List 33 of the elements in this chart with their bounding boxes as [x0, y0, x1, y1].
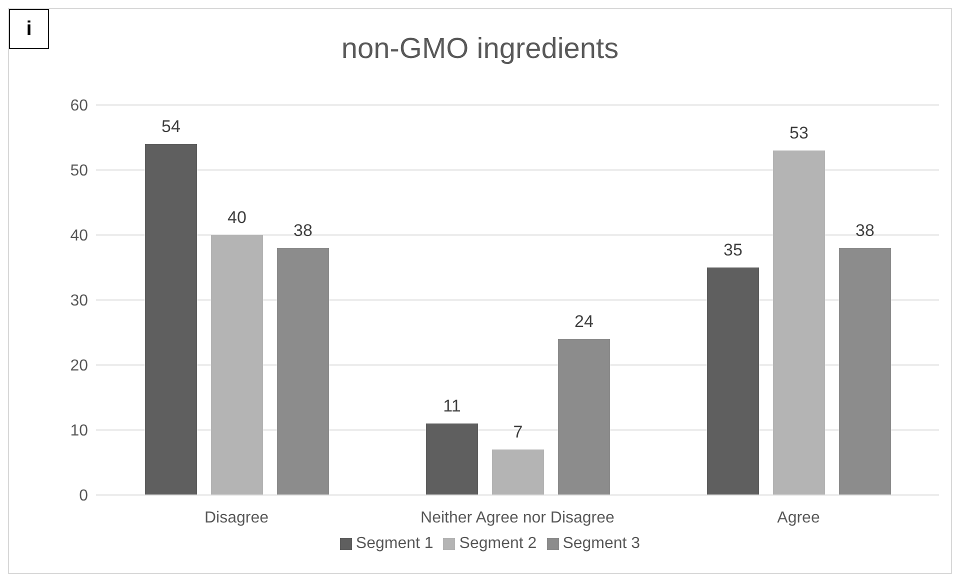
data-label: 38 [294, 221, 312, 240]
data-label: 38 [856, 221, 874, 240]
legend-label: Segment 3 [562, 535, 640, 552]
text: i [9, 9, 49, 49]
bar [211, 235, 263, 495]
bar [558, 339, 610, 495]
y-tick-label: 0 [79, 488, 88, 505]
bar [839, 248, 891, 495]
x-tick-label: Disagree [204, 509, 269, 526]
y-tick-label: 50 [70, 162, 88, 180]
legend-label: Segment 2 [459, 535, 537, 552]
bar [277, 248, 329, 495]
x-tick-label: Agree [777, 509, 820, 526]
data-label: 24 [574, 312, 594, 331]
y-tick-label: 40 [70, 228, 88, 245]
y-tick-label: 10 [70, 422, 88, 440]
bar [707, 268, 759, 495]
x-tick-label: Neither Agree nor Disagree [420, 509, 615, 526]
y-tick-label: 30 [70, 292, 88, 310]
data-label: 54 [162, 117, 180, 136]
bar [492, 450, 544, 495]
data-label: 11 [443, 396, 461, 416]
bar [773, 150, 825, 495]
y-tick-label: 60 [70, 98, 88, 115]
y-tick-label: 20 [70, 358, 88, 375]
legend-label: Segment 1 [356, 535, 434, 552]
data-label: 35 [724, 240, 742, 260]
data-label: 53 [790, 124, 808, 142]
chart-title: non-GMO ingredients [341, 33, 619, 65]
bar [426, 424, 478, 495]
bar [145, 144, 197, 495]
data-label: 40 [228, 208, 246, 227]
data-label: 7 [513, 422, 523, 442]
